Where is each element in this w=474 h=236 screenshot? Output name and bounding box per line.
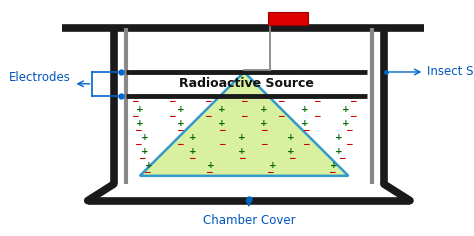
Text: −: −: [266, 168, 274, 177]
Text: Radioactive Source: Radioactive Source: [179, 77, 314, 90]
Text: +: +: [207, 161, 215, 170]
Text: Electrodes: Electrodes: [9, 71, 71, 84]
Text: +: +: [219, 119, 226, 128]
Text: +: +: [260, 119, 267, 128]
Text: Chamber Cover: Chamber Cover: [202, 214, 295, 227]
Text: −: −: [131, 97, 139, 106]
Text: +: +: [177, 119, 185, 128]
Text: +: +: [301, 119, 309, 128]
Text: +: +: [238, 133, 246, 142]
Text: −: −: [218, 140, 226, 149]
Text: −: −: [240, 97, 248, 106]
Text: +: +: [330, 161, 338, 170]
Text: −: −: [238, 154, 246, 163]
Text: −: −: [176, 140, 183, 149]
Text: +: +: [286, 147, 294, 156]
Text: +: +: [141, 133, 148, 142]
Text: −: −: [134, 126, 141, 135]
Text: +: +: [189, 147, 197, 156]
Text: +: +: [136, 119, 144, 128]
Text: −: −: [188, 154, 196, 163]
Text: +: +: [335, 147, 343, 156]
Text: −: −: [345, 140, 352, 149]
Text: −: −: [143, 168, 151, 177]
Polygon shape: [140, 72, 348, 176]
Text: −: −: [204, 112, 211, 121]
Text: −: −: [204, 97, 211, 106]
Text: +: +: [286, 133, 294, 142]
Text: +: +: [146, 161, 153, 170]
Text: −: −: [288, 154, 295, 163]
Text: −: −: [205, 168, 212, 177]
Text: −: −: [168, 97, 175, 106]
Text: −: −: [313, 97, 320, 106]
Text: +: +: [335, 133, 343, 142]
Text: +: +: [177, 105, 185, 114]
Text: −: −: [134, 140, 141, 149]
Text: −: −: [218, 126, 226, 135]
Text: −: −: [168, 112, 175, 121]
Text: −: −: [277, 112, 284, 121]
Text: +: +: [260, 105, 267, 114]
Text: −: −: [328, 168, 336, 177]
Text: +: +: [269, 161, 276, 170]
Text: −: −: [313, 112, 320, 121]
Text: −: −: [349, 112, 357, 121]
Text: +: +: [141, 147, 148, 156]
Text: −: −: [260, 126, 268, 135]
Text: +: +: [301, 105, 309, 114]
Text: −: −: [240, 112, 248, 121]
Text: −: −: [302, 140, 310, 149]
Text: −: −: [138, 154, 146, 163]
Bar: [268, 12, 308, 25]
Text: −: −: [345, 126, 352, 135]
Text: −: −: [260, 140, 268, 149]
Text: +: +: [238, 147, 246, 156]
Text: +: +: [136, 105, 144, 114]
Text: +: +: [219, 105, 226, 114]
Text: −: −: [337, 154, 345, 163]
Text: −: −: [349, 97, 357, 106]
Text: −: −: [176, 126, 183, 135]
Text: +: +: [189, 133, 197, 142]
Text: −: −: [302, 126, 310, 135]
Text: Insect Screen: Insect Screen: [427, 65, 474, 79]
Text: −: −: [277, 97, 284, 106]
Text: −: −: [131, 112, 139, 121]
Text: +: +: [342, 119, 350, 128]
Text: +: +: [342, 105, 350, 114]
